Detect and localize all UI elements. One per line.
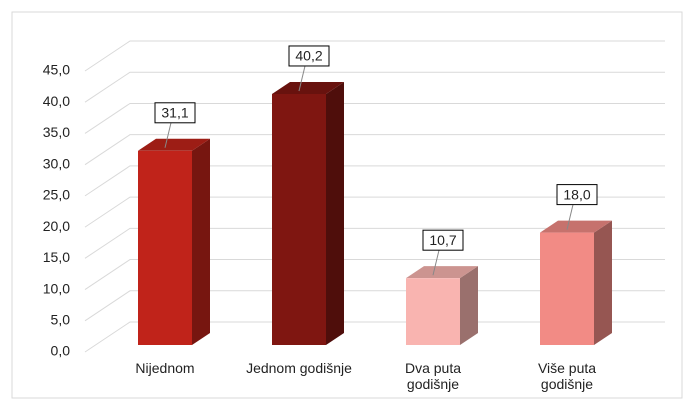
grid-line [84, 40, 665, 72]
y-tick-label: 15,0 [43, 249, 70, 265]
grid-line [84, 290, 665, 322]
bar-side [594, 220, 612, 345]
y-tick-label: 5,0 [51, 311, 71, 327]
label-leader [432, 250, 440, 276]
data-label: 31,1 [161, 105, 188, 121]
data-label: 18,0 [563, 186, 590, 202]
bar-top [138, 138, 210, 151]
data-label: 40,2 [295, 48, 322, 64]
label-box [556, 184, 598, 206]
y-tick-label: 10,0 [43, 280, 70, 296]
y-tick-label: 20,0 [43, 218, 70, 234]
grid-line [84, 321, 665, 353]
x-tick-label: Više puta godišnje [537, 360, 597, 392]
bar [138, 150, 192, 345]
grid-line [84, 227, 665, 259]
bar [540, 232, 594, 345]
x-tick-label: Nijednom [135, 360, 195, 376]
label-box [154, 102, 196, 124]
y-tick-label: 0,0 [51, 343, 71, 359]
y-tick-label: 25,0 [43, 187, 70, 203]
y-tick-label: 40,0 [43, 93, 70, 109]
data-label: 10,7 [429, 232, 456, 248]
bar-top [406, 266, 478, 279]
grid-line [84, 71, 665, 103]
label-box [288, 45, 330, 67]
bar-side [326, 81, 344, 346]
label-leader [164, 122, 172, 148]
bar [272, 93, 326, 346]
chart-border [11, 11, 683, 399]
grid-line [84, 196, 665, 228]
grid-line [84, 102, 665, 134]
y-tick-label: 30,0 [43, 155, 70, 171]
label-leader [566, 204, 574, 230]
bar-side [192, 138, 210, 345]
label-box [422, 229, 464, 251]
bar-side [460, 266, 478, 345]
x-tick-label: Jednom godišnje [246, 360, 352, 376]
bar [406, 278, 460, 345]
grid-line [84, 134, 665, 166]
y-tick-label: 35,0 [43, 124, 70, 140]
bar-top [540, 220, 612, 233]
label-leader [298, 65, 306, 92]
x-tick-label: Dva puta godišnje [404, 360, 462, 392]
grid-line [84, 259, 665, 290]
grid-line [84, 165, 665, 197]
bar-top [272, 81, 344, 94]
y-tick-label: 45,0 [43, 62, 70, 78]
